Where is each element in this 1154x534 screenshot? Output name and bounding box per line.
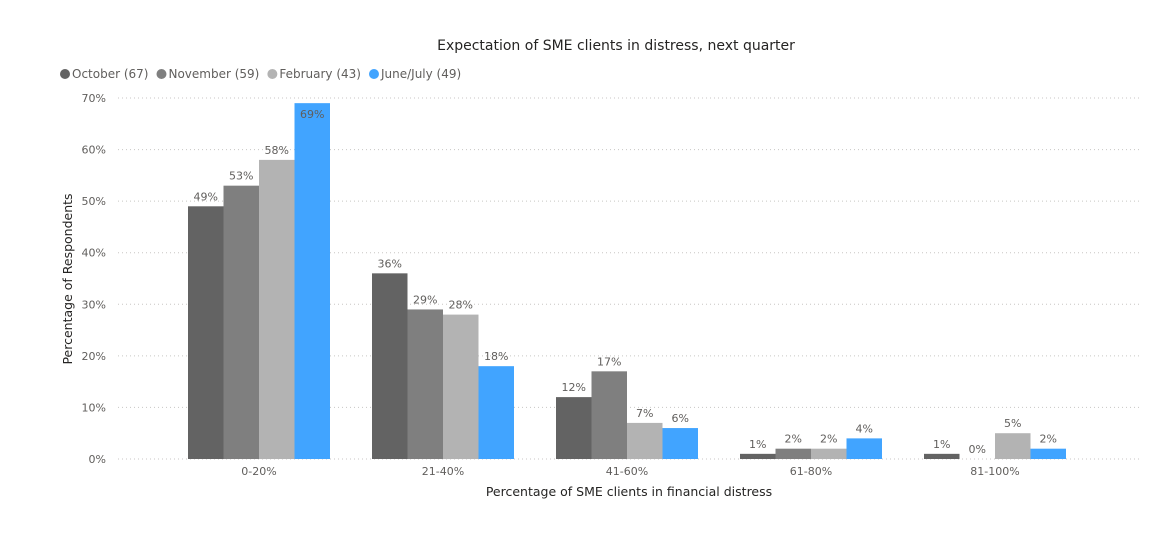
data-label: 28%	[449, 299, 473, 312]
bar[interactable]	[259, 159, 295, 459]
bar[interactable]	[188, 206, 224, 459]
bar[interactable]	[407, 309, 444, 459]
y-tick-label: 70%	[82, 92, 106, 105]
data-label: 53%	[229, 170, 253, 183]
legend-item[interactable]: February (43)	[267, 67, 361, 81]
y-tick-label: 60%	[82, 144, 106, 157]
legend-marker	[368, 69, 379, 79]
data-label: 17%	[597, 355, 621, 368]
bar[interactable]	[223, 185, 260, 459]
y-tick-label: 0%	[89, 453, 106, 466]
data-label: 49%	[194, 190, 218, 203]
y-axis-ticks: 0% 10% 20% 30% 40% 50% 60% 70%	[82, 92, 106, 466]
bar[interactable]	[662, 428, 699, 459]
y-tick-label: 30%	[82, 298, 106, 311]
data-label: 1%	[933, 438, 950, 451]
legend-label: February (43)	[279, 67, 361, 81]
data-label: 0%	[969, 443, 986, 456]
legend-item[interactable]: October (67)	[60, 67, 148, 81]
data-label: 4%	[856, 422, 873, 435]
data-label: 69%	[300, 108, 324, 121]
legend-label: November (59)	[168, 67, 259, 81]
bar[interactable]	[995, 433, 1031, 459]
data-labels: 49% 53% 58% 69% 36% 29% 28% 18% 12% 17% 7% 6% 1% 2% 2%…	[194, 108, 1057, 456]
x-axis-title: Percentage of SME clients in financial d…	[486, 484, 772, 499]
data-label: 58%	[265, 144, 289, 157]
data-label: 2%	[1040, 433, 1057, 446]
data-label: 12%	[562, 381, 586, 394]
bars	[188, 103, 1067, 460]
y-axis-title: Percentage of Respondents	[60, 193, 75, 364]
legend-item[interactable]: June/July (49)	[368, 67, 461, 81]
x-tick-label: 21-40%	[422, 465, 464, 478]
x-tick-label: 61-80%	[790, 465, 832, 478]
bar[interactable]	[478, 366, 515, 459]
bar[interactable]	[775, 448, 812, 459]
chart-title: Expectation of SME clients in distress, …	[437, 38, 795, 54]
legend-marker	[60, 69, 70, 79]
bar[interactable]	[591, 371, 628, 459]
data-label: 29%	[413, 293, 437, 306]
y-tick-label: 50%	[82, 195, 106, 208]
y-tick-label: 10%	[82, 401, 106, 414]
x-tick-label: 81-100%	[970, 465, 1019, 478]
y-tick-label: 20%	[82, 350, 106, 363]
bar[interactable]	[811, 448, 847, 459]
bar[interactable]	[846, 438, 883, 459]
bar[interactable]	[443, 314, 479, 459]
legend: October (67) November (59) February (43) Ju…	[60, 67, 461, 81]
y-tick-label: 40%	[82, 247, 106, 260]
data-label: 18%	[484, 350, 508, 363]
bar[interactable]	[924, 453, 960, 459]
data-label: 2%	[820, 433, 837, 446]
legend-item[interactable]: November (59)	[156, 67, 259, 81]
data-label: 1%	[749, 438, 766, 451]
x-axis-ticks: 0-20% 21-40% 41-60% 61-80% 81-100%	[241, 465, 1019, 478]
legend-label: June/July (49)	[380, 67, 461, 81]
data-label: 5%	[1004, 417, 1021, 430]
data-label: 2%	[785, 433, 802, 446]
bar[interactable]	[556, 397, 592, 459]
data-label: 7%	[636, 407, 653, 420]
bar[interactable]	[627, 422, 663, 459]
legend-marker	[156, 69, 167, 79]
legend-label: October (67)	[72, 67, 148, 81]
bar[interactable]	[372, 273, 408, 459]
data-label: 6%	[672, 412, 689, 425]
x-tick-label: 0-20%	[241, 465, 276, 478]
data-label: 36%	[378, 257, 402, 270]
legend-marker	[267, 69, 278, 79]
bar[interactable]	[740, 453, 776, 459]
bar[interactable]	[294, 103, 331, 460]
x-tick-label: 41-60%	[606, 465, 648, 478]
bar[interactable]	[1030, 448, 1067, 459]
